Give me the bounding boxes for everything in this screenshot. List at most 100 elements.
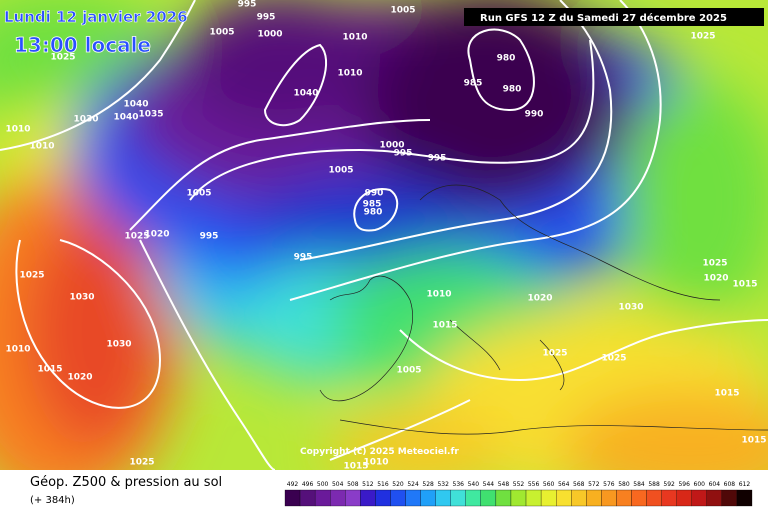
isobar-label: 980: [497, 54, 516, 64]
isobar-label: 1020: [67, 373, 92, 383]
coastlines: [319, 184, 768, 435]
local-time: 13:00 locale: [14, 33, 151, 57]
legend-label: 572: [588, 481, 600, 488]
legend-label: 568: [573, 481, 585, 488]
legend-swatch: [375, 489, 391, 507]
isobar-label: 1025: [19, 271, 44, 281]
isobar-label: 995: [428, 154, 447, 164]
legend-swatch: [540, 489, 557, 507]
isobar-label: 995: [200, 232, 219, 242]
legend-label: 584: [633, 481, 645, 488]
isobar-label: 1005: [396, 366, 421, 376]
legend-swatch: [676, 489, 692, 507]
legend-swatch: [631, 489, 647, 507]
isobar-label: 1000: [257, 30, 282, 40]
lead-time: (+ 384h): [30, 495, 75, 506]
isobar-label: 1025: [601, 354, 626, 364]
legend-swatch: [721, 489, 738, 507]
legend-swatch: [480, 489, 497, 507]
legend-swatch: [405, 489, 421, 507]
legend-label: 516: [377, 481, 389, 488]
legend-swatch: [284, 489, 301, 507]
legend-swatch: [691, 489, 707, 507]
isobar-label: 1025: [542, 349, 567, 359]
legend-label: 596: [678, 481, 690, 488]
isobar-label: 980: [503, 85, 522, 95]
legend-swatch: [299, 489, 316, 507]
legend-label: 556: [528, 481, 540, 488]
legend-swatch: [420, 489, 436, 507]
legend-label: 520: [392, 481, 404, 488]
isobar-label: 995: [238, 0, 257, 10]
legend-label: 612: [739, 481, 751, 488]
legend-swatch: [495, 489, 512, 507]
isobar-label: 1015: [343, 462, 368, 472]
isobar-label: 1020: [703, 274, 728, 284]
legend-swatch: [646, 489, 662, 507]
isobars: [0, 0, 768, 470]
legend-swatch: [571, 489, 587, 507]
legend-swatch: [556, 489, 572, 507]
isobar-label: 1030: [106, 340, 131, 350]
isobar-label: 985: [363, 200, 382, 210]
legend-swatch: [330, 489, 346, 507]
isobar-label: 995: [394, 149, 413, 159]
isobar-label: 1000: [379, 141, 404, 151]
legend-label: 604: [709, 481, 721, 488]
isobar-label: 1005: [390, 6, 415, 16]
run-box: [464, 8, 764, 26]
isobar-label: 1020: [527, 294, 552, 304]
isobar-label: 990: [365, 189, 384, 199]
legend-label: 564: [558, 481, 570, 488]
isobar-label: 1020: [144, 230, 169, 240]
legend-swatch: [706, 489, 723, 507]
isobar-label: 1005: [328, 166, 353, 176]
isobar-label: 1030: [69, 293, 94, 303]
legend-swatch: [314, 489, 331, 507]
isobar-label: 1010: [337, 69, 362, 79]
isobar-label: 1010: [342, 33, 367, 43]
legend-swatch: [450, 489, 466, 507]
isobar-label: 1040: [123, 100, 148, 110]
legend-label: 576: [603, 481, 615, 488]
legend-swatch: [661, 489, 677, 507]
legend-label: 592: [663, 481, 675, 488]
isobar-label: 1040: [293, 89, 318, 99]
isobar-label: 1025: [50, 53, 75, 63]
chart-title: Géop. Z500 & pression au sol: [30, 475, 222, 490]
legend-label: 500: [317, 481, 329, 488]
legend-swatch: [435, 489, 451, 507]
run-info: Run GFS 12 Z du Samedi 27 décembre 2025: [480, 12, 727, 24]
legend-label: 532: [437, 481, 449, 488]
isobar-label: 995: [257, 13, 276, 23]
legend-label: 600: [694, 481, 706, 488]
legend-label: 544: [483, 481, 495, 488]
legend-swatch: [601, 489, 617, 507]
isobar-label: 1005: [209, 28, 234, 38]
isobar-label: 1035: [138, 110, 163, 120]
legend-label: 508: [347, 481, 359, 488]
isobar-label: 1010: [363, 458, 388, 468]
isobar-label: 1010: [5, 345, 30, 355]
isobar-label: 1040: [113, 113, 138, 123]
legend-swatch: [345, 489, 361, 507]
isobar-label: 1015: [432, 321, 457, 331]
legend-label: 548: [498, 481, 510, 488]
isobar-label: 1010: [5, 125, 30, 135]
legend-label: 540: [468, 481, 480, 488]
legend-swatch: [736, 489, 753, 507]
legend-swatch: [360, 489, 376, 507]
legend-label: 492: [287, 481, 299, 488]
isobar-label: 985: [464, 79, 483, 89]
isobar-label: 1025: [690, 32, 715, 42]
isobar-label: 1010: [426, 290, 451, 300]
isobar-label: 1030: [73, 115, 98, 125]
legend-swatch: [390, 489, 406, 507]
legend-swatch: [525, 489, 542, 507]
legend-label: 496: [302, 481, 314, 488]
legend-label: 608: [724, 481, 736, 488]
